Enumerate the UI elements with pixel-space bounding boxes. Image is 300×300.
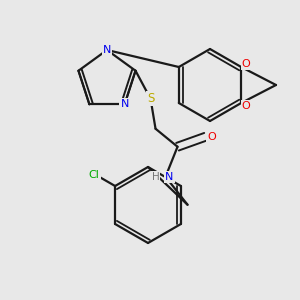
Text: Cl: Cl: [88, 170, 100, 180]
Text: N: N: [120, 99, 129, 109]
Text: N: N: [165, 172, 174, 182]
Text: O: O: [242, 101, 250, 111]
Text: S: S: [147, 92, 154, 105]
Text: O: O: [242, 59, 250, 69]
Text: H: H: [152, 172, 159, 182]
Text: O: O: [207, 132, 216, 142]
Text: N: N: [103, 45, 111, 55]
